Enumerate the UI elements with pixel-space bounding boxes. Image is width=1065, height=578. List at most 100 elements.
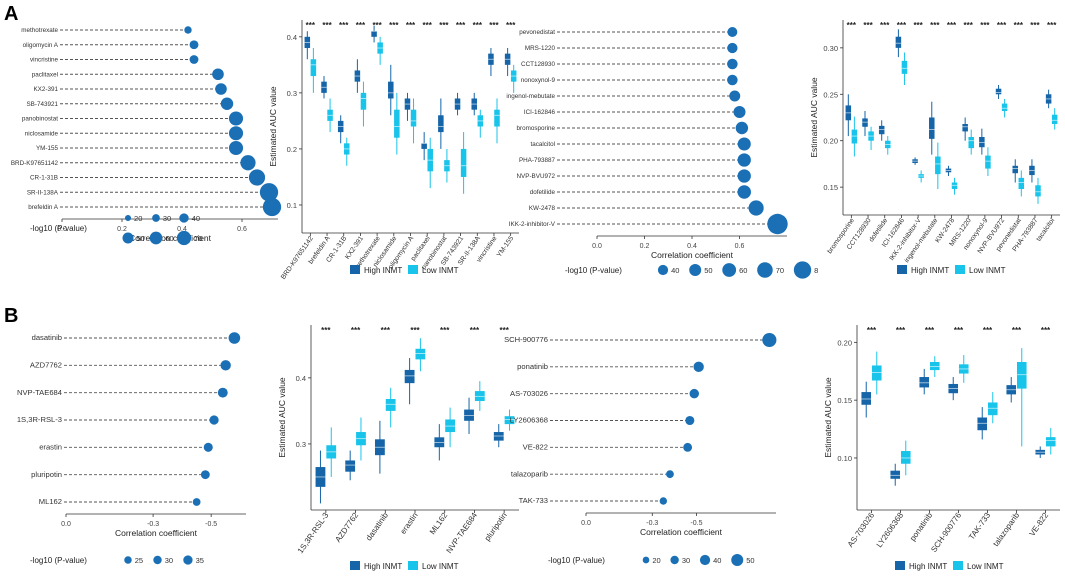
drug-label: niclosamide	[25, 130, 59, 137]
size-legend-title: -log10 (P-value)	[30, 556, 87, 565]
legend-label-low: Low INMT	[422, 562, 459, 571]
x-tick-label: dasatinib	[364, 511, 390, 543]
drug-label: MRS-1220	[525, 45, 556, 52]
drug-label: BRD-K97651142	[11, 160, 59, 167]
drug-label: methotrexate	[21, 27, 58, 34]
lollipop-dot	[215, 83, 227, 95]
significance-label: ***	[389, 21, 399, 30]
significance-label: ***	[321, 326, 331, 335]
significance-label: ***	[913, 21, 923, 30]
drug-label: ingenol-mebutate	[506, 93, 555, 100]
box-body	[851, 129, 858, 144]
size-legend-label: 30	[163, 214, 171, 223]
box-body	[371, 31, 377, 37]
lollipop-dot	[733, 106, 746, 118]
x-tick-label: -0.5	[690, 520, 702, 527]
x-tick-label: 0.0	[57, 226, 67, 233]
significance-label: ***	[506, 21, 516, 30]
size-legend-dot	[793, 261, 812, 279]
drug-label: erastin	[39, 443, 62, 452]
size-legend-dot	[183, 555, 193, 565]
drug-label: panobinostat	[22, 116, 58, 123]
drug-label: IKK-2-inhibitor-V	[509, 221, 556, 228]
box-body	[504, 416, 515, 425]
significance-label: ***	[880, 21, 890, 30]
significance-label: ***	[499, 326, 509, 335]
x-tick-label: ponatinib	[908, 511, 934, 543]
drug-label: SB-743921	[26, 101, 58, 108]
box-body	[979, 137, 985, 148]
box-body	[871, 365, 882, 381]
lollipop-dot	[192, 498, 201, 506]
box-body	[878, 125, 885, 135]
drug-label: 1S,3R-RSL-3	[17, 415, 62, 424]
significance-label: ***	[925, 326, 935, 335]
significance-label: ***	[867, 326, 877, 335]
x-tick-label: -0.3	[147, 521, 159, 528]
panel-letter-b: B	[4, 305, 18, 327]
drug-label: NVP-TAE684	[17, 388, 62, 397]
box-body	[929, 362, 940, 371]
significance-label: ***	[356, 21, 366, 30]
size-legend-label: 70	[776, 266, 784, 275]
y-tick-label: 0.25	[823, 90, 838, 99]
legend-swatch-low	[955, 265, 965, 274]
lollipop-dot	[200, 470, 210, 480]
box-body	[360, 92, 367, 110]
y-tick-label: 0.4	[287, 33, 297, 42]
size-legend-dot	[689, 264, 702, 276]
drug-label: brefeldin A	[28, 204, 59, 211]
box-body	[388, 81, 394, 99]
significance-label: ***	[406, 21, 416, 30]
x-tick-label: VE-822	[1027, 511, 1050, 538]
lollipop-dot	[217, 387, 228, 398]
box-body	[861, 392, 872, 405]
drug-label: SCH-900776	[504, 335, 548, 344]
box-body	[935, 156, 941, 175]
legend-label-low: Low INMT	[967, 562, 1004, 571]
significance-label: ***	[847, 21, 857, 30]
size-legend-label: 70	[194, 234, 202, 243]
legend-label-high: High INMT	[364, 266, 402, 275]
significance-label: ***	[351, 326, 361, 335]
box-body	[890, 470, 901, 479]
box-body	[1001, 103, 1008, 111]
box-body	[415, 348, 426, 360]
y-tick-label: 0.15	[837, 396, 852, 405]
legend-swatch-high	[350, 561, 360, 570]
box-body	[410, 109, 417, 127]
legend-label-low: Low INMT	[969, 266, 1006, 275]
significance-label: ***	[947, 21, 957, 30]
size-legend-label: 50	[136, 234, 144, 243]
y-tick-label: 0.3	[287, 89, 297, 98]
x-tick-label: 0.0	[61, 521, 71, 528]
significance-label: ***	[980, 21, 990, 30]
significance-label: ***	[1047, 21, 1057, 30]
drug-label: pluripotin	[31, 470, 62, 479]
x-tick-label: 0.6	[237, 226, 247, 233]
box-plot-b4: 0.10 0.15 0.20 Estimated AUC value *** AS-703…	[823, 325, 1060, 571]
panel-letter-a: A	[4, 3, 18, 25]
lollipop-dot	[729, 90, 741, 102]
drug-label: YM-155	[36, 145, 59, 152]
y-tick-label: 0.1	[287, 201, 297, 210]
significance-label: ***	[372, 21, 382, 30]
lollipop-dot	[228, 140, 244, 156]
box-body	[962, 124, 968, 132]
significance-label: ***	[381, 326, 391, 335]
x-tick-label: 1S,3R-RSL-3	[296, 511, 331, 556]
drug-label: TAK-733	[519, 496, 548, 505]
drug-label: vincristine	[30, 57, 58, 64]
lollipop-dot	[262, 197, 282, 217]
legend-swatch-high	[350, 265, 360, 274]
y-axis-title: Estimated AUC value	[277, 377, 287, 458]
lollipop-dot	[228, 332, 241, 344]
drug-label: dasatinib	[32, 333, 62, 342]
x-tick-label: YM-155	[496, 235, 516, 259]
lollipop-dot	[737, 185, 751, 199]
x-tick-label: 0.0	[581, 520, 591, 527]
box-body	[968, 137, 974, 149]
drug-label: KX2-391	[33, 86, 58, 93]
